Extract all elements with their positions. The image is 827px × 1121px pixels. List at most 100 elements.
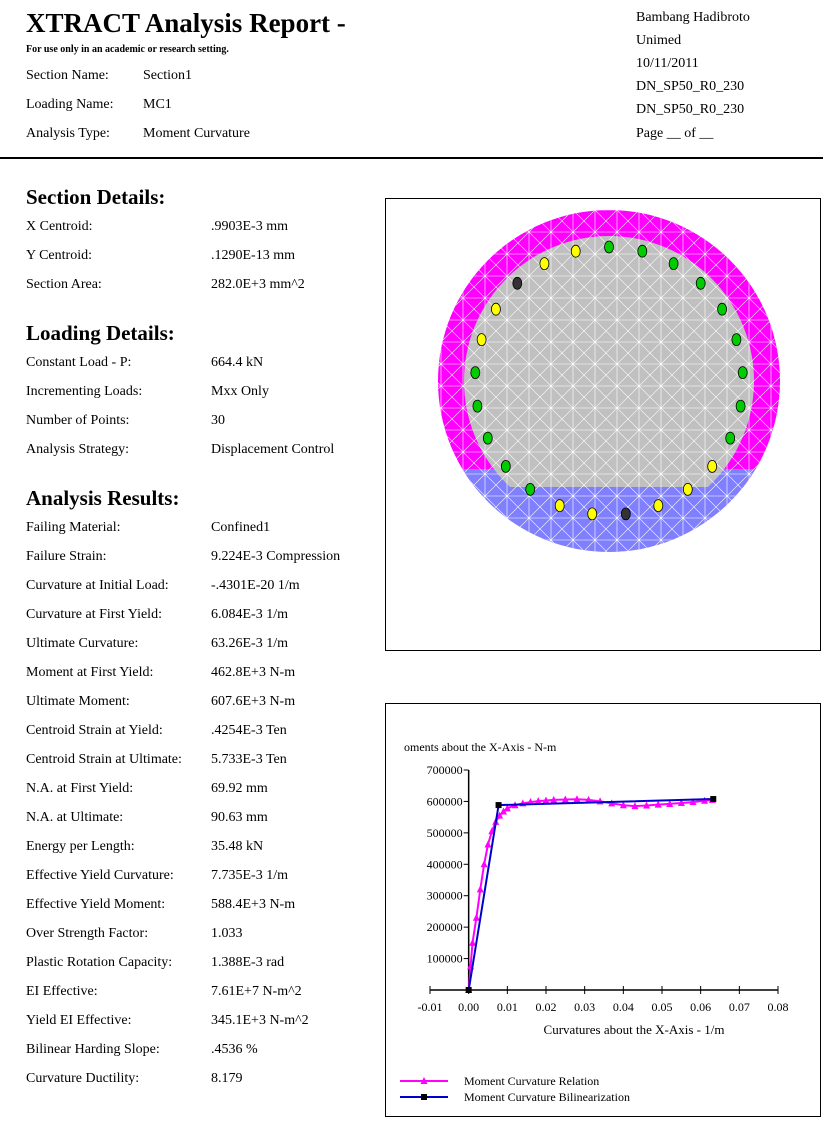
analysis-result-label: EI Effective: xyxy=(26,984,98,999)
bilinear-point xyxy=(495,802,502,809)
analysis-result-value: 7.61E+7 N-m^2 xyxy=(211,984,302,999)
analysis-type-label: Analysis Type: xyxy=(26,126,110,141)
rebar-yellow xyxy=(491,302,501,316)
y-tick-label: 700000 xyxy=(427,763,463,777)
section-detail-value: .1290E-13 mm xyxy=(211,248,295,263)
moment-curvature-chart: oments about the X-Axis - N-m 100000 2000… xyxy=(400,740,789,1104)
analysis-result-label: Failing Material: xyxy=(26,520,121,535)
relation-point xyxy=(631,802,639,810)
analysis-result-value: 69.92 mm xyxy=(211,781,268,796)
analysis-result-label: Curvature at Initial Load: xyxy=(26,578,169,593)
rebar-green xyxy=(731,333,742,347)
y-tick-label: 600000 xyxy=(427,794,463,808)
analysis-result-value: .4536 % xyxy=(211,1042,258,1057)
rebar-green xyxy=(717,302,728,316)
series-group xyxy=(465,795,717,993)
rebar-green xyxy=(500,459,511,473)
section-detail-label: Section Area: xyxy=(26,277,102,292)
rebar-yellow xyxy=(653,499,664,513)
rebar-group xyxy=(470,240,748,521)
relation-point xyxy=(701,796,709,804)
rebar-yellow xyxy=(707,459,718,473)
relation-point xyxy=(643,801,651,809)
rebar-yellow xyxy=(682,482,693,496)
analysis-result-value: 1.388E-3 rad xyxy=(211,955,285,970)
x-tick-label: 0.05 xyxy=(652,1000,673,1014)
y-tick-label: 300000 xyxy=(427,889,463,903)
rebar-black xyxy=(512,276,523,290)
x-tick-label: 0.07 xyxy=(729,1000,750,1014)
analysis-result-label: Centroid Strain at Yield: xyxy=(26,723,163,738)
analysis-result-label: Energy per Length: xyxy=(26,839,135,854)
loading-detail-value: Mxx Only xyxy=(211,384,269,399)
loading-detail-label: Analysis Strategy: xyxy=(26,442,130,457)
rebar-black xyxy=(620,507,631,521)
analysis-result-value: 9.224E-3 Compression xyxy=(211,549,341,564)
relation-point xyxy=(585,795,593,803)
rebar-green xyxy=(604,240,614,254)
relation-point xyxy=(469,938,477,946)
analysis-result-value: Confined1 xyxy=(211,520,271,535)
page-number: Page __ of __ xyxy=(636,126,714,141)
bilinear-point xyxy=(710,796,717,803)
analysis-result-label: Over Strength Factor: xyxy=(26,926,149,941)
section-details-heading: Section Details: xyxy=(26,185,166,209)
chart-box: oments about the X-Axis - N-m 100000 2000… xyxy=(385,703,821,1117)
rebar-green xyxy=(737,366,748,380)
series-bilinear-line xyxy=(467,798,714,991)
analysis-result-label: N.A. at Ultimate: xyxy=(26,810,124,825)
loading-name-value: MC1 xyxy=(143,97,172,112)
rebar-green xyxy=(695,276,706,290)
rebar-yellow xyxy=(570,244,581,258)
relation-point xyxy=(496,811,504,819)
analysis-result-value: -.4301E-20 1/m xyxy=(211,578,300,593)
relation-point xyxy=(573,795,581,803)
report-date: 10/11/2011 xyxy=(636,56,699,71)
rebar-yellow xyxy=(476,333,487,347)
y-tick-label: 200000 xyxy=(427,920,463,934)
file-name-2: DN_SP50_R0_230 xyxy=(636,102,745,117)
rebar-green xyxy=(735,399,746,413)
analysis-result-label: Centroid Strain at Ultimate: xyxy=(26,752,182,767)
rebar-green xyxy=(637,244,648,258)
legend-label: Moment Curvature Bilinearization xyxy=(464,1090,630,1104)
loading-name-label: Loading Name: xyxy=(26,97,114,112)
author-name: Bambang Hadibroto xyxy=(636,10,750,25)
relation-point xyxy=(480,860,488,868)
analysis-result-label: N.A. at First Yield: xyxy=(26,781,134,796)
analysis-result-label: Failure Strain: xyxy=(26,549,107,564)
analysis-result-label: Effective Yield Moment: xyxy=(26,897,166,912)
x-tick-label: 0.00 xyxy=(458,1000,479,1014)
loading-detail-value: Displacement Control xyxy=(211,442,335,457)
relation-point xyxy=(677,799,685,806)
section-detail-value: .9903E-3 mm xyxy=(211,219,288,234)
analysis-result-value: 8.179 xyxy=(211,1071,243,1086)
relation-point xyxy=(561,795,569,803)
loading-detail-value: 30 xyxy=(211,413,225,428)
loading-detail-value: 664.4 kN xyxy=(211,355,264,370)
organization: Unimed xyxy=(636,33,682,48)
x-tick-label: 0.04 xyxy=(613,1000,634,1014)
analysis-result-label: Ultimate Curvature: xyxy=(26,636,139,651)
legend-marker xyxy=(420,1077,428,1084)
analysis-result-value: 588.4E+3 N-m xyxy=(211,897,296,912)
relation-point xyxy=(472,913,480,921)
rebar-yellow xyxy=(587,507,598,521)
analysis-result-value: 90.63 mm xyxy=(211,810,268,825)
loading-detail-label: Number of Points: xyxy=(26,413,130,428)
section-name-value: Section1 xyxy=(143,68,192,83)
x-tick-label: 0.02 xyxy=(536,1000,557,1014)
rebar-green xyxy=(668,257,679,270)
analysis-result-label: Plastic Rotation Capacity: xyxy=(26,955,173,970)
analysis-result-value: 63.26E-3 1/m xyxy=(211,636,288,651)
analysis-result-label: Moment at First Yield: xyxy=(26,665,154,680)
section-figure-box xyxy=(385,198,821,651)
rebar-green xyxy=(482,431,493,445)
relation-point xyxy=(619,801,627,809)
chart-legend: Moment Curvature Relation Moment Curvatur… xyxy=(400,1074,630,1104)
section-detail-value: 282.0E+3 mm^2 xyxy=(211,277,305,292)
x-tick-label: -0.01 xyxy=(418,1000,443,1014)
analysis-result-label: Bilinear Harding Slope: xyxy=(26,1042,160,1057)
rebar-yellow xyxy=(554,499,565,513)
analysis-result-value: 35.48 kN xyxy=(211,839,264,854)
